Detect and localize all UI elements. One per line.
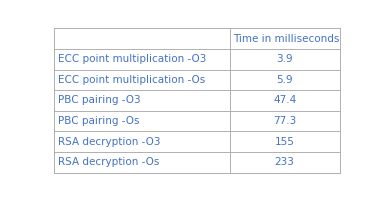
Text: 47.4: 47.4 xyxy=(273,96,296,105)
Text: RSA decryption -O3: RSA decryption -O3 xyxy=(58,137,161,147)
Bar xyxy=(230,49,340,70)
Bar xyxy=(54,90,230,111)
Bar xyxy=(54,111,230,131)
Text: PBC pairing -Os: PBC pairing -Os xyxy=(58,116,140,126)
Text: 3.9: 3.9 xyxy=(276,54,293,64)
Bar xyxy=(230,152,340,173)
Text: ECC point multiplication -O3: ECC point multiplication -O3 xyxy=(58,54,207,64)
Bar xyxy=(54,28,230,49)
Text: 77.3: 77.3 xyxy=(273,116,296,126)
Bar xyxy=(54,49,230,70)
Bar xyxy=(230,70,340,90)
Text: RSA decryption -Os: RSA decryption -Os xyxy=(58,157,160,167)
Text: PBC pairing -O3: PBC pairing -O3 xyxy=(58,96,141,105)
Text: 155: 155 xyxy=(275,137,295,147)
Bar xyxy=(230,131,340,152)
Bar xyxy=(230,90,340,111)
Bar xyxy=(54,131,230,152)
Text: ECC point multiplication -Os: ECC point multiplication -Os xyxy=(58,75,206,85)
Bar xyxy=(230,111,340,131)
Bar xyxy=(54,152,230,173)
Bar xyxy=(230,28,340,49)
Text: 233: 233 xyxy=(275,157,295,167)
Text: Time in milliseconds: Time in milliseconds xyxy=(233,34,339,44)
Text: 5.9: 5.9 xyxy=(276,75,293,85)
Bar xyxy=(54,70,230,90)
